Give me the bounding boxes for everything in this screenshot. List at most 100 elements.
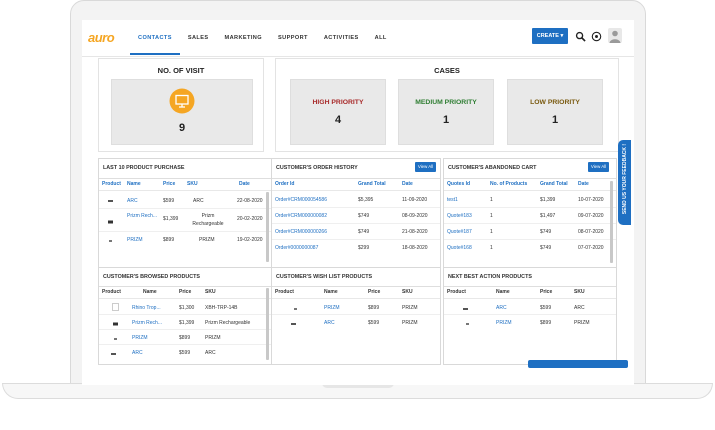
col-price[interactable]: Price — [163, 181, 176, 187]
main-nav: CONTACTS SALES MARKETING SUPPORT ACTIVIT… — [130, 20, 395, 56]
search-icon[interactable] — [575, 31, 586, 42]
row-sku: PRIZM — [205, 335, 221, 341]
nav-marketing[interactable]: MARKETING — [224, 35, 262, 41]
table-row[interactable]: Order#CRM000000082 — [275, 213, 327, 219]
abandoned-cart-view-all-button[interactable]: View All — [588, 162, 609, 172]
table-row[interactable]: PRIZM — [324, 305, 340, 311]
scrollbar[interactable] — [266, 288, 269, 360]
table-row[interactable]: PRIZM — [127, 237, 143, 243]
low-priority-box[interactable]: LOW PRIORITY 1 — [507, 79, 603, 145]
col-order-id[interactable]: Order Id — [275, 181, 295, 187]
table-row[interactable]: Rhino Trop... — [132, 305, 161, 311]
col-sku[interactable]: SKU — [574, 289, 585, 295]
product-thumbnail-icon — [113, 322, 118, 326]
feedback-tab[interactable]: SEND US YOUR FEEDBACK ! — [618, 140, 631, 225]
table-row[interactable]: test1 — [447, 197, 458, 203]
col-name[interactable]: Name — [143, 289, 157, 295]
col-product[interactable]: Product — [102, 181, 121, 187]
order-history-view-all-button[interactable]: View All — [415, 162, 436, 172]
cases-card: CASES HIGH PRIORITY 4 MEDIUM PRIORITY 1 … — [275, 58, 619, 152]
next-best-title: NEXT BEST ACTION PRODUCTS — [448, 274, 532, 280]
col-name[interactable]: Name — [324, 289, 338, 295]
medium-priority-box[interactable]: MEDIUM PRIORITY 1 — [398, 79, 494, 145]
col-name[interactable]: Name — [496, 289, 510, 295]
user-avatar[interactable] — [608, 28, 622, 43]
row-sku: PRIZM — [402, 305, 418, 311]
table-row[interactable]: ARC — [127, 198, 138, 204]
row-date: 18-08-2020 — [402, 245, 428, 251]
abandoned-cart-title: CUSTOMER'S ABANDONED CART — [448, 165, 537, 171]
abandoned-cart-panel: CUSTOMER'S ABANDONED CART View All Quote… — [443, 158, 617, 270]
scrollbar[interactable] — [610, 181, 613, 263]
last-purchase-panel: LAST 10 PRODUCT PURCHASE Product Name Pr… — [98, 158, 272, 270]
browsed-products-title: CUSTOMER'S BROWSED PRODUCTS — [103, 274, 201, 280]
table-row[interactable]: ARC — [496, 305, 507, 311]
auro-logo[interactable]: auro — [88, 29, 120, 49]
nav-sales[interactable]: SALES — [187, 35, 209, 41]
col-price[interactable]: Price — [368, 289, 381, 295]
nav-support[interactable]: SUPPORT — [278, 35, 308, 41]
scrollbar[interactable] — [266, 192, 269, 262]
dashboard-screen: auro CONTACTS SALES MARKETING SUPPORT AC… — [82, 20, 634, 385]
create-button[interactable]: CREATE ▾ — [532, 28, 568, 44]
row-date: 08-07-2020 — [578, 229, 604, 235]
col-grand-total[interactable]: Grand Total — [540, 181, 568, 187]
row-divider — [444, 239, 616, 240]
row-divider — [444, 207, 616, 208]
row-divider — [99, 344, 271, 345]
nav-activities[interactable]: ACTIVITIES — [323, 35, 359, 41]
table-row[interactable]: ARC — [324, 320, 335, 326]
table-row[interactable]: ARC — [132, 350, 143, 356]
table-row[interactable]: Quote#168 — [447, 245, 472, 251]
col-product[interactable]: Product — [102, 289, 121, 295]
table-row[interactable]: Prizm Rech... — [127, 213, 158, 219]
row-sku: PRIZM — [574, 320, 590, 326]
col-sku[interactable]: SKU — [187, 181, 198, 187]
row-price: $599 — [179, 350, 191, 356]
row-total: $1,399 — [540, 197, 556, 203]
last-purchase-header: Product Name Price SKU Date — [99, 178, 271, 191]
feedback-label: SEND US YOUR FEEDBACK ! — [622, 143, 628, 215]
table-row[interactable]: Prizm Rech... — [132, 320, 163, 326]
high-priority-label: HIGH PRIORITY — [312, 99, 364, 106]
row-sku: ARC — [193, 198, 204, 204]
table-row[interactable]: Order#CRM000000266 — [275, 229, 327, 235]
col-grand-total[interactable]: Grand Total — [358, 181, 386, 187]
row-date: 20-02-2020 — [237, 216, 263, 222]
col-product[interactable]: Product — [275, 289, 294, 295]
next-best-action-panel: NEXT BEST ACTION PRODUCTS Product Name P… — [443, 267, 617, 365]
nav-all[interactable]: ALL — [374, 35, 387, 41]
product-thumbnail-icon — [109, 240, 112, 242]
col-price[interactable]: Price — [179, 289, 192, 295]
row-price: $599 — [163, 198, 175, 204]
table-row[interactable]: Order#0000000087 — [275, 245, 319, 251]
table-row[interactable]: PRIZM — [132, 335, 148, 341]
table-row[interactable]: PRIZM — [496, 320, 512, 326]
col-price[interactable]: Price — [540, 289, 553, 295]
col-no-of-products[interactable]: No. of Products — [490, 181, 528, 187]
row-total: $299 — [358, 245, 370, 251]
col-quotes-id[interactable]: Quotes Id — [447, 181, 471, 187]
help-chat-icon[interactable] — [591, 31, 602, 42]
table-row[interactable]: Quote#187 — [447, 229, 472, 235]
caret-down-icon: ▾ — [560, 33, 564, 39]
col-date[interactable]: Date — [578, 181, 589, 187]
table-row[interactable]: Quote#183 — [447, 213, 472, 219]
row-total: $749 — [358, 213, 370, 219]
logo-text: auro — [88, 30, 115, 45]
create-label: CREATE — [536, 33, 559, 39]
bottom-action-bar[interactable] — [528, 360, 628, 368]
col-product[interactable]: Product — [447, 289, 466, 295]
row-price: $599 — [368, 320, 380, 326]
col-date[interactable]: Date — [402, 181, 413, 187]
product-thumbnail-icon — [108, 200, 113, 202]
col-sku[interactable]: SKU — [205, 289, 216, 295]
row-total: $5,395 — [358, 197, 374, 203]
high-priority-box[interactable]: HIGH PRIORITY 4 — [290, 79, 386, 145]
row-count: 1 — [490, 213, 493, 219]
nav-contacts[interactable]: CONTACTS — [130, 20, 180, 55]
col-date[interactable]: Date — [239, 181, 250, 187]
col-name[interactable]: Name — [127, 181, 141, 187]
col-sku[interactable]: SKU — [402, 289, 413, 295]
table-row[interactable]: Order#CRM000054586 — [275, 197, 327, 203]
